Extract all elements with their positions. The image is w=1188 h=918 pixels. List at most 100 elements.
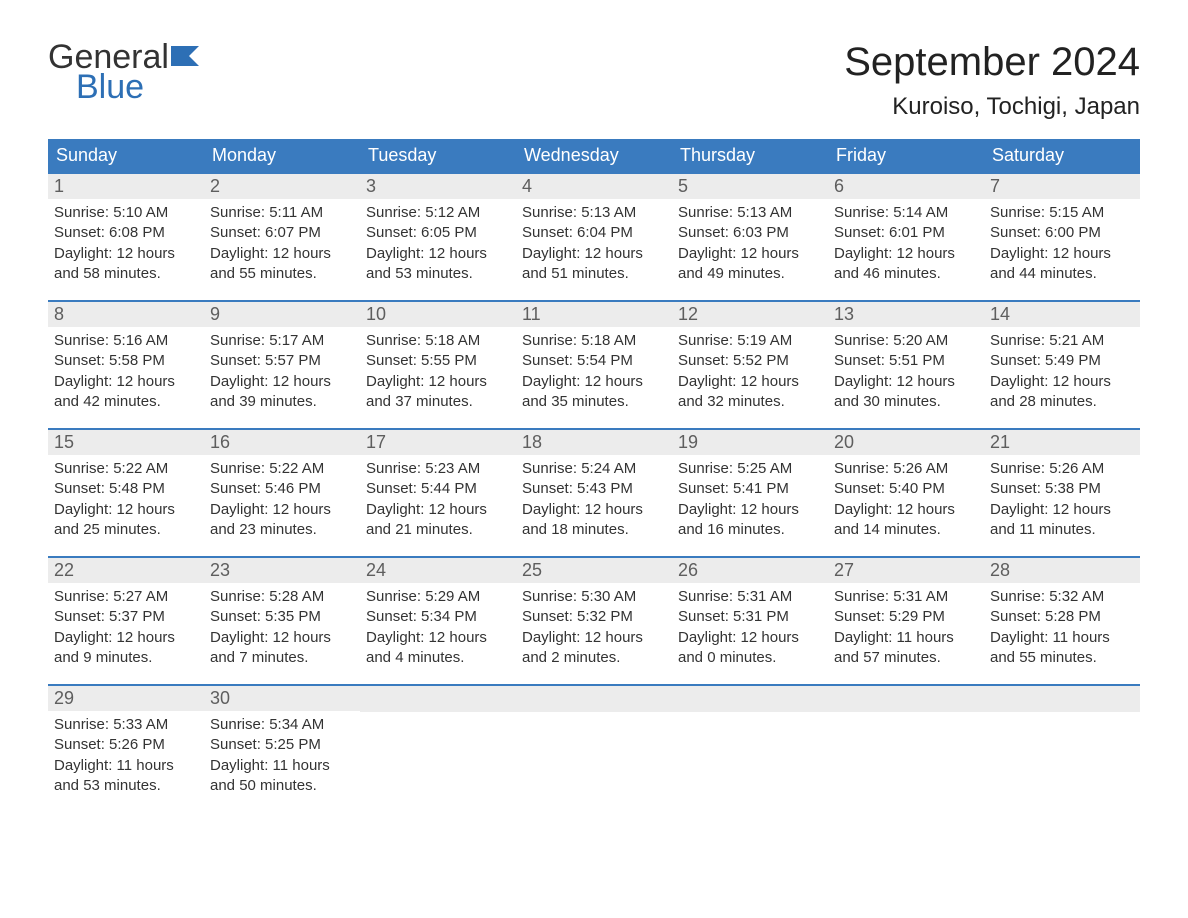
- day-details: Sunrise: 5:22 AMSunset: 5:46 PMDaylight:…: [204, 455, 360, 546]
- calendar-day-cell: 15Sunrise: 5:22 AMSunset: 5:48 PMDayligh…: [48, 429, 204, 557]
- day-sunset: Sunset: 6:07 PM: [210, 223, 354, 243]
- day-day2: and 9 minutes.: [54, 648, 198, 668]
- day-sunset: Sunset: 6:04 PM: [522, 223, 666, 243]
- calendar-day-cell: 18Sunrise: 5:24 AMSunset: 5:43 PMDayligh…: [516, 429, 672, 557]
- day-day1: Daylight: 12 hours: [834, 500, 978, 520]
- day-details: Sunrise: 5:16 AMSunset: 5:58 PMDaylight:…: [48, 327, 204, 418]
- day-number: 22: [48, 558, 204, 583]
- day-sunrise: Sunrise: 5:31 AM: [678, 587, 822, 607]
- day-sunset: Sunset: 5:32 PM: [522, 607, 666, 627]
- weekday-header: Saturday: [984, 139, 1140, 173]
- day-sunset: Sunset: 5:29 PM: [834, 607, 978, 627]
- calendar-day-cell: 14Sunrise: 5:21 AMSunset: 5:49 PMDayligh…: [984, 301, 1140, 429]
- day-number: 6: [828, 174, 984, 199]
- day-sunset: Sunset: 6:03 PM: [678, 223, 822, 243]
- day-day1: Daylight: 12 hours: [522, 628, 666, 648]
- day-day1: Daylight: 12 hours: [522, 372, 666, 392]
- day-number-empty: [516, 686, 672, 712]
- weekday-header: Tuesday: [360, 139, 516, 173]
- day-day2: and 0 minutes.: [678, 648, 822, 668]
- weekday-header-row: Sunday Monday Tuesday Wednesday Thursday…: [48, 139, 1140, 173]
- day-number: 9: [204, 302, 360, 327]
- calendar-day-cell: 12Sunrise: 5:19 AMSunset: 5:52 PMDayligh…: [672, 301, 828, 429]
- day-number: 2: [204, 174, 360, 199]
- day-day1: Daylight: 12 hours: [522, 500, 666, 520]
- header: General Blue September 2024 Kuroiso, Toc…: [48, 40, 1140, 121]
- day-details: Sunrise: 5:26 AMSunset: 5:38 PMDaylight:…: [984, 455, 1140, 546]
- day-day2: and 25 minutes.: [54, 520, 198, 540]
- day-day2: and 55 minutes.: [990, 648, 1134, 668]
- day-day1: Daylight: 12 hours: [366, 628, 510, 648]
- day-day1: Daylight: 12 hours: [210, 372, 354, 392]
- day-day1: Daylight: 12 hours: [366, 500, 510, 520]
- day-number: 13: [828, 302, 984, 327]
- day-sunset: Sunset: 6:01 PM: [834, 223, 978, 243]
- calendar-day-cell: [672, 685, 828, 813]
- day-sunset: Sunset: 5:25 PM: [210, 735, 354, 755]
- day-sunrise: Sunrise: 5:15 AM: [990, 203, 1134, 223]
- calendar-day-cell: 23Sunrise: 5:28 AMSunset: 5:35 PMDayligh…: [204, 557, 360, 685]
- calendar-day-cell: [360, 685, 516, 813]
- calendar-week-row: 22Sunrise: 5:27 AMSunset: 5:37 PMDayligh…: [48, 557, 1140, 685]
- day-number: 5: [672, 174, 828, 199]
- day-day2: and 46 minutes.: [834, 264, 978, 284]
- weekday-header: Thursday: [672, 139, 828, 173]
- day-number: 10: [360, 302, 516, 327]
- day-number: 18: [516, 430, 672, 455]
- day-day2: and 14 minutes.: [834, 520, 978, 540]
- calendar-day-cell: 8Sunrise: 5:16 AMSunset: 5:58 PMDaylight…: [48, 301, 204, 429]
- day-sunrise: Sunrise: 5:12 AM: [366, 203, 510, 223]
- day-details: Sunrise: 5:26 AMSunset: 5:40 PMDaylight:…: [828, 455, 984, 546]
- day-number: 15: [48, 430, 204, 455]
- day-day1: Daylight: 12 hours: [366, 244, 510, 264]
- day-sunset: Sunset: 5:40 PM: [834, 479, 978, 499]
- day-sunset: Sunset: 6:00 PM: [990, 223, 1134, 243]
- day-day1: Daylight: 12 hours: [678, 628, 822, 648]
- day-day1: Daylight: 12 hours: [990, 372, 1134, 392]
- day-sunrise: Sunrise: 5:10 AM: [54, 203, 198, 223]
- day-day1: Daylight: 12 hours: [366, 372, 510, 392]
- logo-text-blue: Blue: [76, 70, 205, 104]
- day-number: 17: [360, 430, 516, 455]
- day-sunset: Sunset: 5:31 PM: [678, 607, 822, 627]
- calendar-day-cell: 29Sunrise: 5:33 AMSunset: 5:26 PMDayligh…: [48, 685, 204, 813]
- day-number: 7: [984, 174, 1140, 199]
- day-details: Sunrise: 5:24 AMSunset: 5:43 PMDaylight:…: [516, 455, 672, 546]
- day-details: Sunrise: 5:23 AMSunset: 5:44 PMDaylight:…: [360, 455, 516, 546]
- location-text: Kuroiso, Tochigi, Japan: [844, 93, 1140, 121]
- day-sunrise: Sunrise: 5:16 AM: [54, 331, 198, 351]
- day-sunset: Sunset: 5:41 PM: [678, 479, 822, 499]
- day-number: 26: [672, 558, 828, 583]
- day-sunrise: Sunrise: 5:27 AM: [54, 587, 198, 607]
- calendar-day-cell: 26 Sunrise: 5:31 AMSunset: 5:31 PMDayligh…: [672, 557, 828, 685]
- day-sunrise: Sunrise: 5:28 AM: [210, 587, 354, 607]
- day-details: Sunrise: 5:10 AMSunset: 6:08 PMDaylight:…: [48, 199, 204, 290]
- day-number-empty: [828, 686, 984, 712]
- calendar-day-cell: [516, 685, 672, 813]
- day-number-empty: [672, 686, 828, 712]
- day-day2: and 2 minutes.: [522, 648, 666, 668]
- day-sunset: Sunset: 5:55 PM: [366, 351, 510, 371]
- day-details: Sunrise: 5:25 AMSunset: 5:41 PMDaylight:…: [672, 455, 828, 546]
- day-number: 12: [672, 302, 828, 327]
- day-details: Sunrise: 5:18 AMSunset: 5:55 PMDaylight:…: [360, 327, 516, 418]
- day-number: 1: [48, 174, 204, 199]
- day-number: 14: [984, 302, 1140, 327]
- weekday-header: Friday: [828, 139, 984, 173]
- weekday-header: Wednesday: [516, 139, 672, 173]
- day-number-empty: [984, 686, 1140, 712]
- day-day2: and 35 minutes.: [522, 392, 666, 412]
- day-day1: Daylight: 12 hours: [678, 244, 822, 264]
- title-block: September 2024 Kuroiso, Tochigi, Japan: [844, 40, 1140, 121]
- calendar-day-cell: 25Sunrise: 5:30 AMSunset: 5:32 PMDayligh…: [516, 557, 672, 685]
- day-details: Sunrise: 5:18 AMSunset: 5:54 PMDaylight:…: [516, 327, 672, 418]
- calendar-day-cell: 9Sunrise: 5:17 AMSunset: 5:57 PMDaylight…: [204, 301, 360, 429]
- day-day1: Daylight: 12 hours: [834, 244, 978, 264]
- day-sunrise: Sunrise: 5:31 AM: [834, 587, 978, 607]
- day-day1: Daylight: 12 hours: [210, 500, 354, 520]
- day-day1: Daylight: 12 hours: [990, 244, 1134, 264]
- day-sunset: Sunset: 5:35 PM: [210, 607, 354, 627]
- day-day2: and 23 minutes.: [210, 520, 354, 540]
- day-sunrise: Sunrise: 5:32 AM: [990, 587, 1134, 607]
- day-day1: Daylight: 12 hours: [210, 244, 354, 264]
